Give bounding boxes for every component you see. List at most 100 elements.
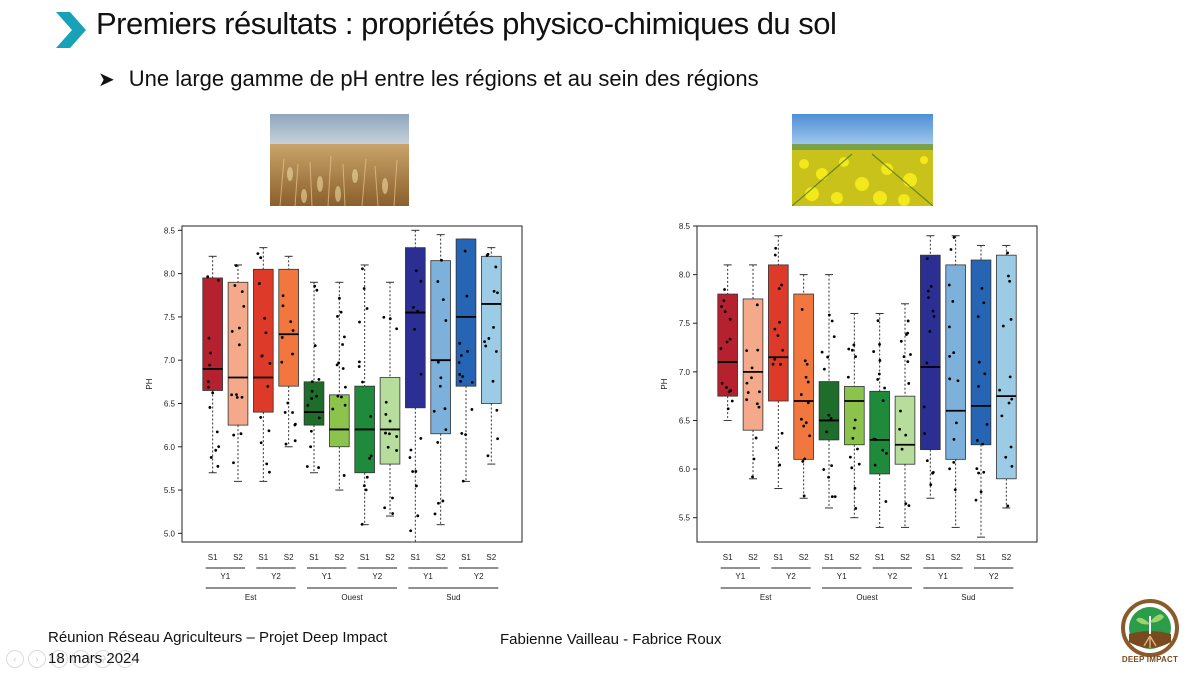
- y-tick-label: 5.0: [164, 529, 176, 538]
- data-point: [281, 294, 285, 298]
- data-point: [776, 334, 780, 338]
- data-point: [925, 257, 929, 261]
- data-point: [412, 306, 415, 309]
- data-point: [208, 363, 212, 367]
- more-icon[interactable]: …: [116, 650, 134, 668]
- data-point: [286, 401, 290, 405]
- data-point: [800, 308, 804, 311]
- y-axis-label: PH: [145, 378, 154, 389]
- data-point: [368, 456, 372, 460]
- data-point: [344, 385, 347, 389]
- y-tick-label: 6.5: [164, 399, 176, 408]
- data-point: [259, 256, 263, 260]
- data-point: [825, 430, 828, 434]
- y-tick-label: 8.0: [679, 271, 691, 280]
- box-2: [742, 264, 764, 480]
- data-point: [751, 475, 754, 479]
- data-point: [491, 379, 495, 383]
- data-point: [336, 314, 339, 318]
- data-point: [293, 423, 297, 427]
- data-point: [951, 300, 955, 303]
- data-point: [873, 463, 877, 467]
- box-body: [481, 255, 502, 404]
- y-tick-label: 6.0: [164, 443, 176, 452]
- data-point: [206, 275, 210, 279]
- data-point: [492, 325, 495, 329]
- data-point: [853, 486, 857, 490]
- data-point: [259, 441, 263, 445]
- box-body: [253, 268, 274, 413]
- data-point: [305, 465, 309, 468]
- data-point: [948, 325, 951, 329]
- sample-label: S2: [385, 553, 395, 562]
- data-point: [409, 448, 413, 452]
- data-point: [437, 501, 440, 505]
- data-point: [729, 389, 733, 392]
- sample-label: S1: [360, 553, 370, 562]
- year-label: Y1: [938, 572, 948, 581]
- data-point: [884, 500, 888, 503]
- region-label: Est: [760, 593, 772, 602]
- data-point: [922, 405, 926, 409]
- box-4: [278, 255, 299, 448]
- data-point: [932, 314, 936, 318]
- region-label: Ouest: [856, 593, 878, 602]
- data-point: [804, 421, 808, 425]
- data-point: [384, 400, 388, 404]
- data-point: [458, 341, 462, 345]
- data-point: [1010, 464, 1014, 468]
- data-point: [804, 375, 808, 379]
- data-point: [878, 342, 881, 346]
- data-point: [820, 350, 824, 354]
- data-point: [485, 254, 489, 257]
- data-point: [850, 348, 854, 352]
- rapeseed-field-photo: [792, 114, 933, 206]
- data-point: [383, 506, 387, 510]
- data-point: [215, 430, 219, 434]
- data-point: [1007, 274, 1010, 278]
- data-point: [833, 495, 837, 499]
- prev-slide-icon[interactable]: ‹: [6, 650, 24, 668]
- box-4: [793, 274, 814, 499]
- data-point: [338, 296, 341, 300]
- zoom-icon[interactable]: ⚲: [94, 650, 112, 668]
- data-point: [803, 457, 807, 461]
- y-tick-label: 7.5: [679, 319, 691, 328]
- data-point: [1010, 397, 1014, 401]
- data-point: [369, 415, 373, 418]
- data-point: [979, 490, 983, 494]
- data-point: [416, 514, 420, 518]
- data-point: [826, 355, 830, 359]
- box-9: [405, 229, 426, 543]
- footer-meeting: Réunion Réseau Agriculteurs – Projet Dee…: [48, 629, 388, 646]
- data-point: [361, 380, 364, 384]
- next-slide-icon[interactable]: ›: [28, 650, 46, 668]
- data-point: [806, 401, 810, 405]
- data-point: [362, 287, 366, 290]
- data-point: [360, 522, 364, 526]
- data-point: [208, 406, 212, 409]
- data-point: [494, 350, 498, 353]
- data-point: [773, 253, 777, 257]
- data-point: [384, 412, 388, 416]
- data-point: [436, 280, 440, 283]
- data-point: [949, 248, 953, 251]
- data-point: [780, 283, 784, 287]
- data-point: [415, 484, 418, 488]
- data-point: [947, 283, 951, 287]
- data-point: [395, 435, 399, 438]
- region-label: Est: [245, 593, 257, 602]
- slides-icon[interactable]: □: [72, 650, 90, 668]
- pen-icon[interactable]: ✎: [50, 650, 68, 668]
- data-point: [876, 319, 880, 323]
- data-point: [280, 360, 284, 364]
- data-point: [801, 459, 805, 463]
- year-label: Y1: [735, 572, 745, 581]
- data-point: [242, 305, 246, 308]
- data-point: [470, 380, 474, 384]
- y-tick-label: 7.0: [164, 356, 176, 365]
- data-point: [948, 467, 952, 471]
- data-point: [414, 470, 418, 473]
- data-point: [441, 298, 445, 301]
- boxplot-chart-wheat: 5.0 5.5 6.0 6.5 7.0 7.5 8.0 8.5 PH S1 S2 S1 S2 S1 S2 S1…: [145, 225, 523, 602]
